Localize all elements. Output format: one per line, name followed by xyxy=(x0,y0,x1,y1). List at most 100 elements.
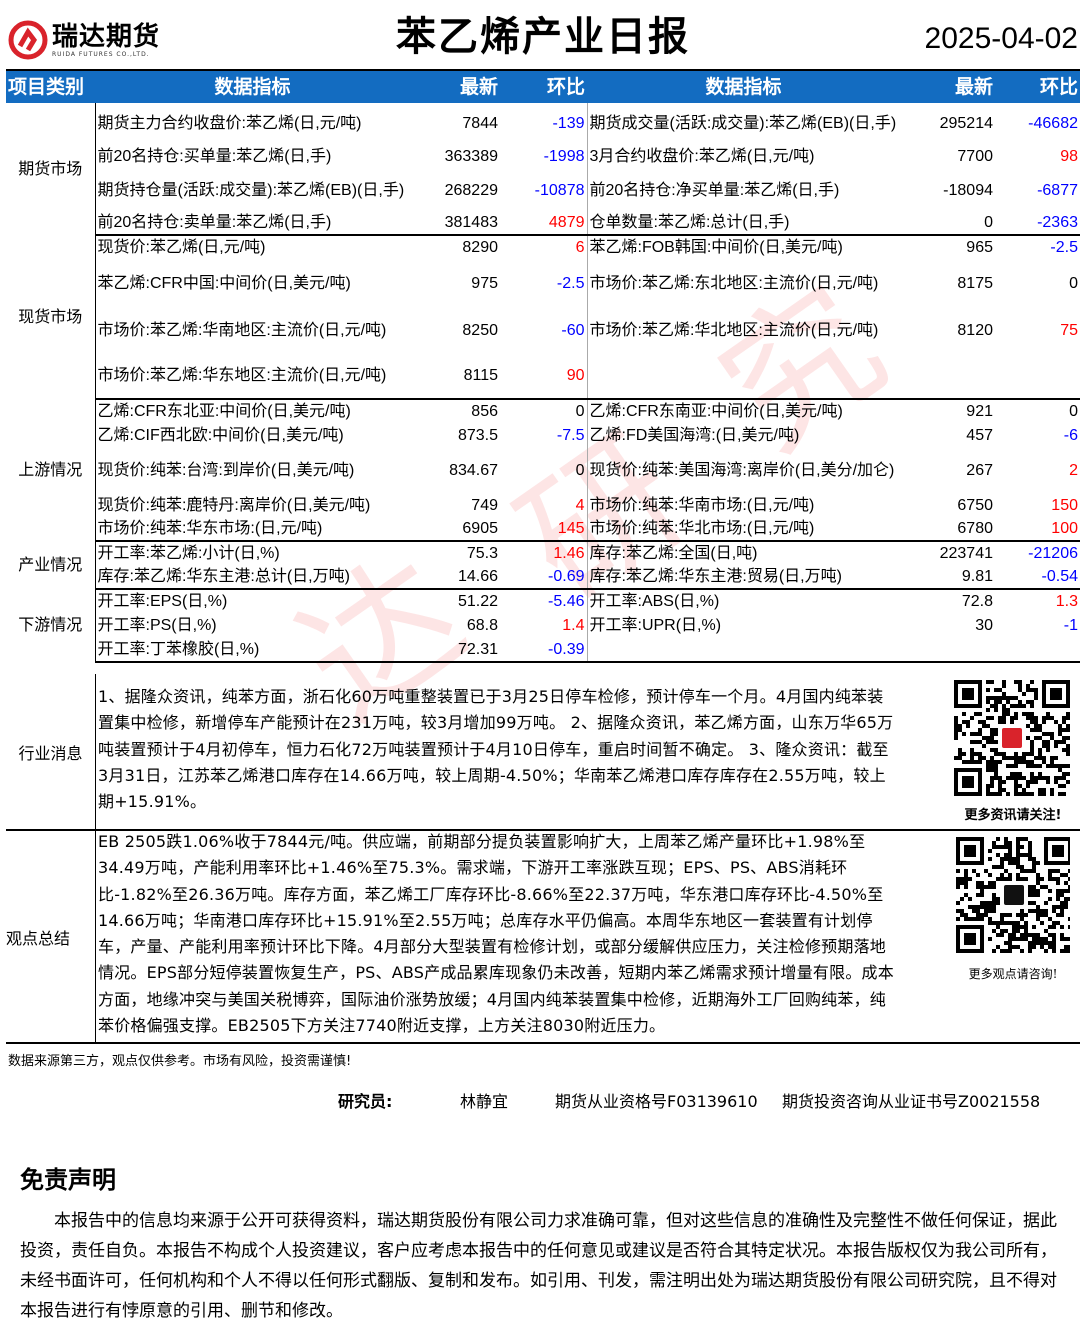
latest-value: 921 xyxy=(966,403,993,420)
latest-value: 8250 xyxy=(462,321,498,339)
indicator-name: 3月合约收盘价:苯乙烯(日,元/吨) xyxy=(589,147,815,165)
researcher-name: 林静宜 xyxy=(460,1092,509,1111)
logo-english: RUIDA FUTURES CO.,LTD. xyxy=(52,50,150,58)
latest-value xyxy=(900,637,995,663)
change-value: 0 xyxy=(1069,274,1078,292)
indicator-name: 开工率:EPS(日,%) xyxy=(97,593,228,610)
change-value: 1.3 xyxy=(1055,593,1078,610)
change-value: -0.54 xyxy=(995,565,1080,590)
latest-value: 68.8 xyxy=(466,616,498,634)
qualification-number: 期货从业资格号F03139610 xyxy=(555,1092,758,1111)
change-value: -0.69 xyxy=(500,565,588,590)
change-value: 0 xyxy=(500,447,588,493)
category-cell: 下游情况 xyxy=(6,589,96,662)
indicator-name: 期货主力合约收盘价:苯乙烯(日,元/吨) xyxy=(97,114,362,132)
indicator-name: 乙烯:CFR东南亚:中间价(日,美元/吨) xyxy=(589,403,843,420)
indicator-name: 开工率:丁苯橡胶(日,%) xyxy=(95,637,410,663)
qr-caption: 更多资讯请关注! xyxy=(964,808,1062,823)
change-value: -2.5 xyxy=(1050,239,1078,256)
qr-caption: 更多观点请咨询! xyxy=(968,967,1058,981)
latest-value: 72.31 xyxy=(410,637,500,663)
latest-value: 8290 xyxy=(462,239,498,256)
change-value: -21206 xyxy=(1028,545,1078,562)
latest-value: 72.8 xyxy=(961,593,993,610)
summary-label: 观点总结 xyxy=(6,929,71,948)
latest-value: -18094 xyxy=(943,181,993,199)
indicator-name: 市场价:纯苯:华东市场:(日,元/吨) xyxy=(95,517,410,542)
latest-value: 268229 xyxy=(444,181,498,199)
category-cell: 期货市场 xyxy=(6,103,96,235)
table-row: 期货持仓量(活跃:成交量):苯乙烯(EB)(日,手) 268229 -10878 前2… xyxy=(6,169,1080,211)
latest-value: 873.5 xyxy=(457,426,498,444)
table-header: 项目类别 数据指标 最新 环比 数据指标 最新 环比 xyxy=(6,69,1080,103)
col-latest-2: 最新 xyxy=(900,69,995,103)
indicator-name: 市场价:苯乙烯:东北地区:主流价(日,元/吨) xyxy=(589,274,879,292)
change-value: 98 xyxy=(1060,147,1078,165)
change-value: 90 xyxy=(500,353,588,400)
col-change: 环比 xyxy=(500,69,587,103)
change-value: -2.5 xyxy=(500,259,588,307)
change-value: 4879 xyxy=(500,211,588,236)
indicator-name: 库存:苯乙烯:华东主港:贸易(日,万吨) xyxy=(587,565,900,590)
latest-value: 51.22 xyxy=(457,593,498,610)
company-logo: 瑞达期货 RUIDA FUTURES CO.,LTD. xyxy=(8,20,160,60)
table-row: 市场价:纯苯:华东市场:(日,元/吨) 6905 145 市场价:纯苯:华北市场:(日… xyxy=(6,517,1080,542)
table-row: 产业情况 开工率:苯乙烯:小计(日,%) 75.3 1.46 库存:苯乙烯:全国(日,吨… xyxy=(6,541,1080,589)
industry-news: 行业消息 1、据隆众资讯，纯苯方面，浙石化60万吨重整装置已于3月25日停车检修… xyxy=(6,674,1080,831)
col-indicator-2: 数据指标 xyxy=(587,69,900,103)
qr-code-icon xyxy=(954,680,1070,796)
indicator-name: 库存:苯乙烯:全国(日,吨) xyxy=(589,545,758,562)
indicator-name: 乙烯:FD美国海湾:(日,美元/吨) xyxy=(589,426,800,444)
indicator-name: 期货持仓量(活跃:成交量):苯乙烯(EB)(日,手) xyxy=(97,181,405,199)
latest-value: 8115 xyxy=(410,353,500,400)
indicator-name: 开工率:苯乙烯:小计(日,%) xyxy=(97,545,280,562)
indicator-name: 前20名持仓:卖单量:苯乙烯(日,手) xyxy=(95,211,410,236)
indicator-name: 现货价:纯苯:美国海湾:离岸价(日,美分/加仑) xyxy=(589,461,895,479)
latest-value: 0 xyxy=(900,211,995,236)
table-row: 上游情况 乙烯:CFR东北亚:中间价(日,美元/吨) 856 0 乙烯:CFR东南亚:中… xyxy=(6,399,1080,541)
view-summary: 观点总结 EB 2505跌1.06%收于7844元/吨。供应端，前期部分提负装置… xyxy=(6,831,1080,1044)
source-note: 数据来源第三方，观点仅供参考。市场有风险，投资需谨慎! xyxy=(8,1054,352,1069)
change-value xyxy=(995,637,1080,663)
latest-value: 295214 xyxy=(939,114,993,132)
latest-value: 6780 xyxy=(900,517,995,542)
report-date: 2025-04-02 xyxy=(924,22,1078,55)
change-value: 1.46 xyxy=(500,541,588,565)
indicator-name: 仓单数量:苯乙烯:总计(日,手) xyxy=(587,211,900,236)
change-value: 2 xyxy=(1069,461,1078,479)
table-row: 下游情况 开工率:EPS(日,%) 51.22 -5.46 开工率:ABS(日,%) 72… xyxy=(6,589,1080,662)
indicator-name: 开工率:UPR(日,%) xyxy=(589,616,722,634)
ruida-logo-icon xyxy=(8,20,48,60)
indicator-name: 期货成交量(活跃:成交量):苯乙烯(EB)(日,手) xyxy=(589,114,897,132)
col-change-2: 环比 xyxy=(995,69,1080,103)
consult-cert-number: 期货投资咨询从业证书号Z0021558 xyxy=(782,1092,1041,1111)
change-value: -1998 xyxy=(500,143,588,169)
table-row: 开工率:PS(日,%) 68.8 1.4 开工率:UPR(日,%) 30 -1 xyxy=(6,613,1080,637)
latest-value: 267 xyxy=(966,461,993,479)
data-table: 项目类别 数据指标 最新 环比 数据指标 最新 环比 期货市场 期货主力合约收盘价… xyxy=(6,69,1080,663)
change-value: 0 xyxy=(1069,403,1078,420)
latest-value: 223741 xyxy=(939,545,993,562)
indicator-name: 市场价:纯苯:华北市场:(日,元/吨) xyxy=(587,517,900,542)
table-row: 现货价:纯苯:台湾:到岸价(日,美元/吨) 834.67 0 现货价:纯苯:美国海湾:… xyxy=(6,447,1080,493)
indicator-name: 库存:苯乙烯:华东主港:总计(日,万吨) xyxy=(95,565,410,590)
table-row: 前20名持仓:买单量:苯乙烯(日,手) 363389 -1998 3月合约收盘价:苯乙… xyxy=(6,143,1080,169)
change-value: -7.5 xyxy=(500,423,588,447)
latest-value: 8120 xyxy=(957,321,993,339)
latest-value: 381483 xyxy=(410,211,500,236)
change-value: -1 xyxy=(1063,616,1078,634)
table-row: 开工率:丁苯橡胶(日,%) 72.31 -0.39 xyxy=(6,637,1080,663)
latest-value: 457 xyxy=(966,426,993,444)
summary-text: EB 2505跌1.06%收于7844元/吨。供应端，前期部分提负装置影响扩大，… xyxy=(98,832,894,1036)
latest-value xyxy=(900,353,995,400)
latest-value: 6750 xyxy=(957,496,993,514)
category-cell: 产业情况 xyxy=(6,541,96,589)
latest-value: 8175 xyxy=(957,274,993,292)
latest-value: 7844 xyxy=(462,114,498,132)
change-value: 145 xyxy=(500,517,588,542)
latest-value: 965 xyxy=(966,239,993,256)
col-category: 项目类别 xyxy=(6,69,95,103)
indicator-name: 现货价:苯乙烯(日,元/吨) xyxy=(97,239,266,256)
indicator-name: 苯乙烯:FOB韩国:中间价(日,美元/吨) xyxy=(589,239,843,256)
indicator-name: 前20名持仓:买单量:苯乙烯(日,手) xyxy=(97,147,332,165)
